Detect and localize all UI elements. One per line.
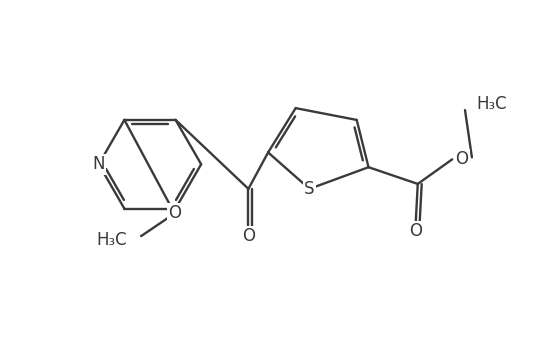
Text: O: O <box>455 150 469 168</box>
Text: N: N <box>92 155 105 173</box>
Text: H₃C: H₃C <box>97 231 127 249</box>
Text: S: S <box>304 180 315 198</box>
Text: O: O <box>242 227 255 245</box>
Text: O: O <box>168 205 181 223</box>
Text: O: O <box>409 222 422 240</box>
Text: H₃C: H₃C <box>477 95 508 113</box>
